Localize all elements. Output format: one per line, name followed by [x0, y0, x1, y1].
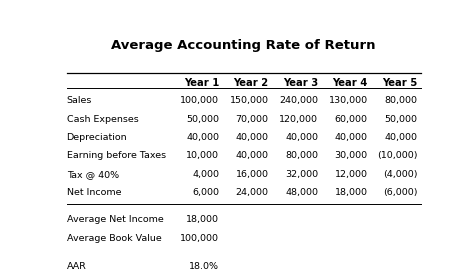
Text: Average Net Income: Average Net Income: [66, 215, 164, 224]
Text: Depreciation: Depreciation: [66, 133, 127, 142]
Text: 100,000: 100,000: [180, 96, 219, 105]
Text: Year 4: Year 4: [332, 78, 368, 88]
Text: AAR: AAR: [66, 262, 86, 271]
Text: 12,000: 12,000: [335, 170, 368, 179]
Text: 240,000: 240,000: [279, 96, 318, 105]
Text: 80,000: 80,000: [384, 96, 418, 105]
Text: Average Book Value: Average Book Value: [66, 234, 161, 243]
Text: 30,000: 30,000: [335, 152, 368, 160]
Text: 100,000: 100,000: [180, 234, 219, 243]
Text: 4,000: 4,000: [192, 170, 219, 179]
Text: 10,000: 10,000: [186, 152, 219, 160]
Text: Net Income: Net Income: [66, 188, 121, 197]
Text: 150,000: 150,000: [229, 96, 269, 105]
Text: Tax @ 40%: Tax @ 40%: [66, 170, 118, 179]
Text: 40,000: 40,000: [236, 152, 269, 160]
Text: (10,000): (10,000): [377, 152, 418, 160]
Text: 80,000: 80,000: [285, 152, 318, 160]
Text: 130,000: 130,000: [328, 96, 368, 105]
Text: Year 1: Year 1: [183, 78, 219, 88]
Text: (6,000): (6,000): [383, 188, 418, 197]
Text: 60,000: 60,000: [335, 115, 368, 123]
Text: 32,000: 32,000: [285, 170, 318, 179]
Text: 48,000: 48,000: [285, 188, 318, 197]
Text: 18,000: 18,000: [186, 215, 219, 224]
Text: Earning before Taxes: Earning before Taxes: [66, 152, 166, 160]
Text: Cash Expenses: Cash Expenses: [66, 115, 138, 123]
Text: 6,000: 6,000: [192, 188, 219, 197]
Text: 40,000: 40,000: [236, 133, 269, 142]
Text: Sales: Sales: [66, 96, 92, 105]
Text: Year 5: Year 5: [382, 78, 418, 88]
Text: 70,000: 70,000: [236, 115, 269, 123]
Text: 16,000: 16,000: [236, 170, 269, 179]
Text: (4,000): (4,000): [383, 170, 418, 179]
Text: 40,000: 40,000: [335, 133, 368, 142]
Text: Average Accounting Rate of Return: Average Accounting Rate of Return: [110, 39, 375, 52]
Text: 120,000: 120,000: [279, 115, 318, 123]
Text: Year 3: Year 3: [283, 78, 318, 88]
Text: 50,000: 50,000: [384, 115, 418, 123]
Text: 24,000: 24,000: [236, 188, 269, 197]
Text: 18.0%: 18.0%: [189, 262, 219, 271]
Text: 40,000: 40,000: [285, 133, 318, 142]
Text: 18,000: 18,000: [335, 188, 368, 197]
Text: 40,000: 40,000: [384, 133, 418, 142]
Text: Year 2: Year 2: [234, 78, 269, 88]
Text: 50,000: 50,000: [186, 115, 219, 123]
Text: 40,000: 40,000: [186, 133, 219, 142]
